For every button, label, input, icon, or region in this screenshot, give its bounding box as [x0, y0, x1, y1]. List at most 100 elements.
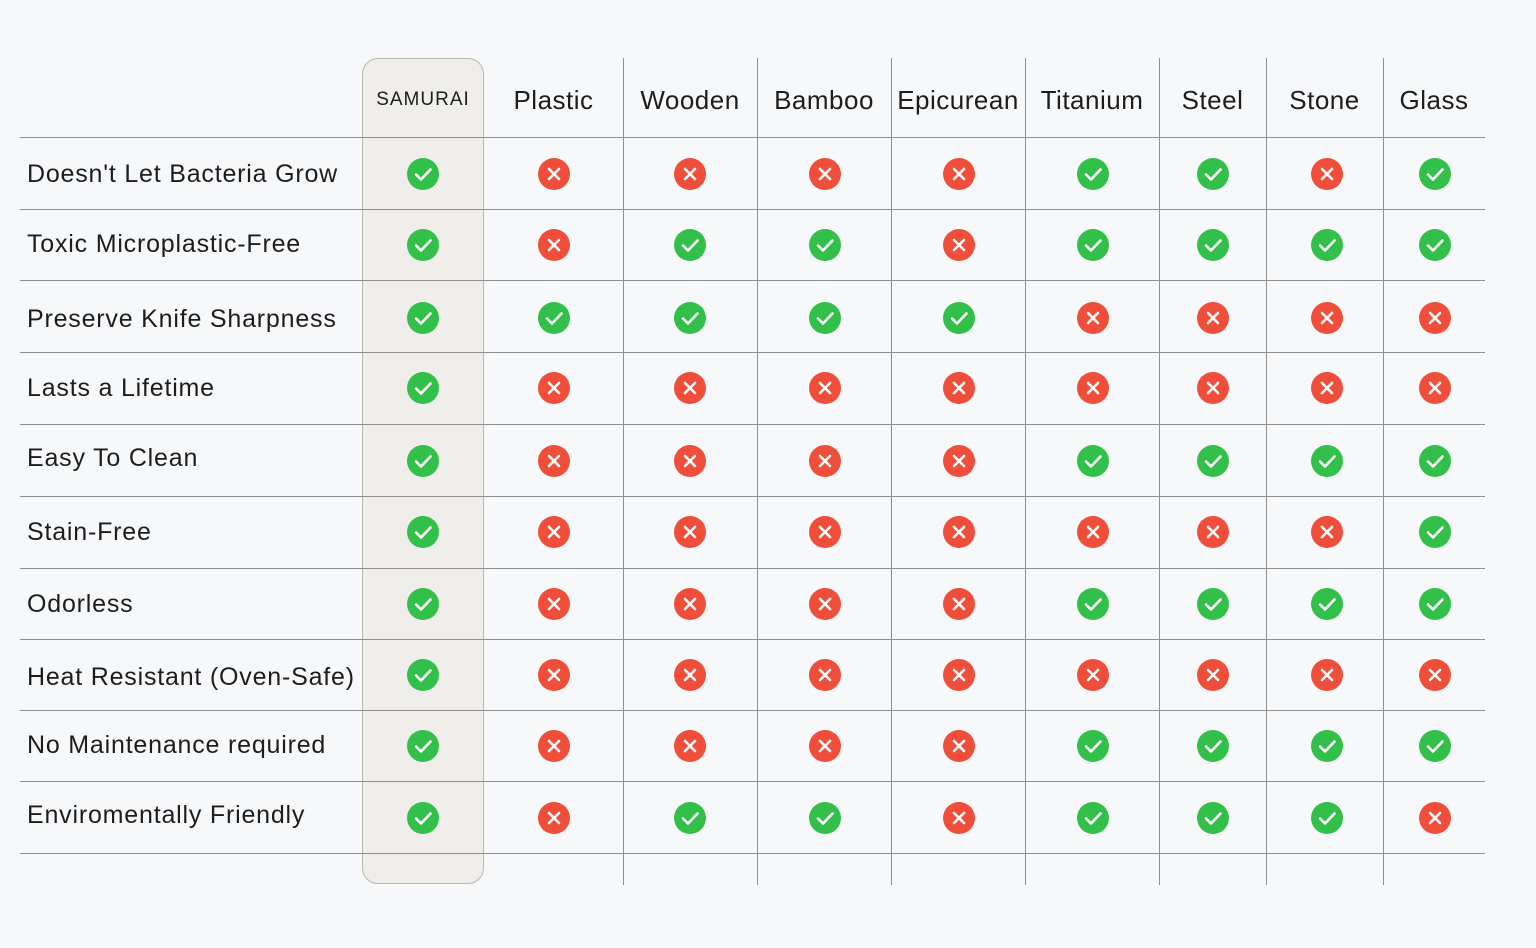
cross-icon [809, 158, 841, 190]
cross-icon [809, 588, 841, 620]
row-divider [20, 209, 1485, 210]
check-icon [1077, 730, 1109, 762]
cross-icon [809, 445, 841, 477]
column-header-bamboo: Bamboo [774, 84, 874, 115]
check-icon [407, 730, 439, 762]
row-label-no-maintenance: No Maintenance required [27, 730, 327, 759]
cross-icon [809, 730, 841, 762]
row-divider [20, 424, 1485, 425]
check-icon [1419, 445, 1451, 477]
cross-icon [1419, 659, 1451, 691]
cross-icon [1077, 372, 1109, 404]
cross-icon [538, 659, 570, 691]
row-divider [20, 280, 1485, 281]
row-divider [20, 137, 1485, 138]
row-divider [20, 781, 1485, 782]
check-icon [1077, 158, 1109, 190]
check-icon [674, 802, 706, 834]
column-header-titanium: Titanium [1040, 84, 1144, 115]
check-icon [407, 229, 439, 261]
cross-icon [538, 588, 570, 620]
cross-icon [1311, 158, 1343, 190]
check-icon [407, 445, 439, 477]
column-header-steel: Steel [1181, 84, 1244, 115]
cross-icon [1311, 372, 1343, 404]
cross-icon [1197, 372, 1229, 404]
cross-icon [538, 158, 570, 190]
column-header-epicurean: Epicurean [897, 84, 1019, 115]
row-divider [20, 496, 1485, 497]
cross-icon [1197, 302, 1229, 334]
row-divider [20, 568, 1485, 569]
row-divider [20, 853, 1485, 854]
cross-icon [1197, 516, 1229, 548]
check-icon [1419, 229, 1451, 261]
check-icon [1419, 588, 1451, 620]
check-icon [674, 229, 706, 261]
row-label-microplastic: Toxic Microplastic-Free [27, 229, 302, 258]
check-icon [1197, 802, 1229, 834]
check-icon [943, 302, 975, 334]
column-header-glass: Glass [1399, 84, 1469, 115]
check-icon [538, 302, 570, 334]
column-header-wooden: Wooden [640, 84, 740, 115]
cross-icon [538, 516, 570, 548]
cross-icon [1077, 659, 1109, 691]
cross-icon [1419, 802, 1451, 834]
check-icon [1419, 158, 1451, 190]
check-icon [1419, 516, 1451, 548]
cross-icon [943, 802, 975, 834]
check-icon [1311, 588, 1343, 620]
cross-icon [943, 659, 975, 691]
check-icon [1311, 802, 1343, 834]
cross-icon [1197, 659, 1229, 691]
cross-icon [538, 802, 570, 834]
row-divider [20, 639, 1485, 640]
check-icon [407, 516, 439, 548]
cross-icon [674, 516, 706, 548]
cross-icon [943, 516, 975, 548]
check-icon [1311, 229, 1343, 261]
cross-icon [809, 516, 841, 548]
column-divider [623, 58, 624, 885]
cross-icon [1077, 302, 1109, 334]
check-icon [809, 802, 841, 834]
cross-icon [674, 372, 706, 404]
check-icon [1077, 588, 1109, 620]
row-label-sharpness: Preserve Knife Sharpness [27, 304, 337, 333]
check-icon [1419, 730, 1451, 762]
check-icon [1311, 730, 1343, 762]
column-divider [1383, 58, 1384, 885]
column-header-plastic: Plastic [513, 84, 594, 115]
column-divider [1159, 58, 1160, 885]
check-icon [1197, 158, 1229, 190]
cross-icon [943, 158, 975, 190]
cross-icon [674, 158, 706, 190]
cross-icon [1077, 516, 1109, 548]
check-icon [1077, 445, 1109, 477]
cross-icon [674, 588, 706, 620]
check-icon [1197, 730, 1229, 762]
column-divider [757, 58, 758, 885]
check-icon [1077, 229, 1109, 261]
cross-icon [1311, 302, 1343, 334]
check-icon [1197, 588, 1229, 620]
cross-icon [538, 372, 570, 404]
check-icon [1197, 229, 1229, 261]
row-label-heat-resistant: Heat Resistant (Oven-Safe) [27, 662, 355, 691]
cross-icon [538, 229, 570, 261]
column-header-samurai: SAMURAI [376, 89, 470, 110]
column-header-stone: Stone [1289, 84, 1360, 115]
check-icon [674, 302, 706, 334]
cross-icon [943, 229, 975, 261]
row-label-eco-friendly: Enviromentally Friendly [27, 800, 306, 829]
cross-icon [538, 445, 570, 477]
row-label-lifetime: Lasts a Lifetime [27, 373, 215, 402]
cross-icon [674, 730, 706, 762]
cross-icon [674, 659, 706, 691]
row-divider [20, 352, 1485, 353]
row-divider [20, 710, 1485, 711]
column-divider [891, 58, 892, 885]
column-divider [1266, 58, 1267, 885]
